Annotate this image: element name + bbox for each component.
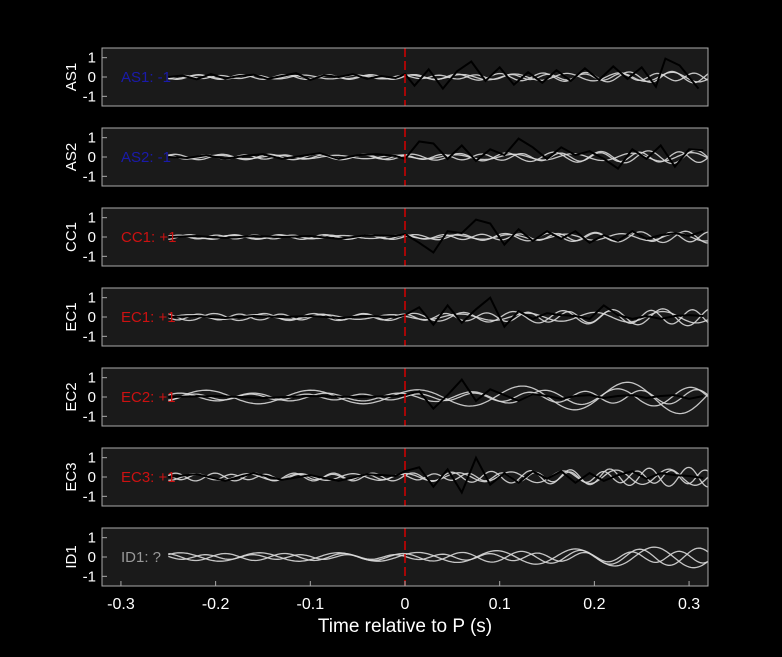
y-tick-label: 0 bbox=[88, 149, 96, 166]
member-trace bbox=[168, 550, 708, 564]
y-tick-label: 1 bbox=[88, 50, 96, 67]
template-trace bbox=[168, 218, 704, 254]
y-tick-label: 0 bbox=[88, 69, 96, 86]
polarity-annotation: CC1: +1 bbox=[121, 229, 176, 246]
panel-plot-area bbox=[168, 128, 708, 186]
y-tick-label: -1 bbox=[83, 168, 96, 185]
x-tick-label: -0.2 bbox=[202, 596, 230, 613]
station-label: ID1 bbox=[63, 545, 80, 568]
y-tick-label: 0 bbox=[88, 389, 96, 406]
member-trace bbox=[168, 469, 708, 485]
member-trace bbox=[168, 388, 708, 405]
template-trace bbox=[168, 296, 704, 329]
polarity-annotation: AS1: -1 bbox=[121, 69, 171, 86]
y-tick-label: 1 bbox=[88, 530, 96, 547]
station-label: AS2 bbox=[63, 143, 80, 171]
y-tick-label: 0 bbox=[88, 309, 96, 326]
y-tick-label: 1 bbox=[88, 290, 96, 307]
y-tick-label: 1 bbox=[88, 450, 96, 467]
x-tick-label: 0.1 bbox=[489, 596, 511, 613]
y-tick-label: 0 bbox=[88, 469, 96, 486]
x-tick-label: 0 bbox=[401, 596, 410, 613]
station-label: EC3 bbox=[63, 462, 80, 491]
panel-plot-area bbox=[168, 528, 708, 586]
panel-plot-area bbox=[167, 448, 708, 506]
x-tick-label: 0.2 bbox=[583, 596, 605, 613]
y-tick-label: 0 bbox=[88, 229, 96, 246]
member-trace bbox=[168, 381, 708, 415]
x-tick-label: -0.3 bbox=[107, 596, 135, 613]
panel-plot-area bbox=[168, 368, 708, 426]
member-trace bbox=[168, 232, 708, 242]
polarity-annotation: EC2: +1 bbox=[121, 389, 176, 406]
member-trace bbox=[168, 546, 708, 569]
y-tick-label: -1 bbox=[83, 328, 96, 345]
template-trace bbox=[168, 57, 700, 91]
polarity-annotation: AS2: -1 bbox=[121, 149, 171, 166]
polarity-annotation: EC3: +1 bbox=[121, 469, 176, 486]
y-tick-label: -1 bbox=[83, 488, 96, 505]
member-trace bbox=[168, 386, 708, 407]
member-trace bbox=[168, 547, 708, 566]
panel-plot-area bbox=[168, 48, 708, 106]
station-label: EC2 bbox=[63, 382, 80, 411]
station-label: AS1 bbox=[63, 63, 80, 91]
panel-plot-area bbox=[168, 288, 708, 346]
station-label: EC1 bbox=[63, 302, 80, 331]
station-label: CC1 bbox=[63, 222, 80, 252]
x-tick-label: -0.1 bbox=[297, 596, 325, 613]
y-tick-label: 1 bbox=[88, 210, 96, 227]
polarity-annotation: EC1: +1 bbox=[121, 309, 176, 326]
x-axis-label: Time relative to P (s) bbox=[318, 616, 492, 637]
member-trace bbox=[168, 151, 708, 162]
polarity-annotation: ID1: ? bbox=[121, 549, 161, 566]
y-tick-label: -1 bbox=[83, 248, 96, 265]
x-tick-label: 0.3 bbox=[678, 596, 700, 613]
panel-plot-area bbox=[168, 208, 708, 266]
template-trace bbox=[168, 377, 704, 411]
y-tick-label: -1 bbox=[83, 88, 96, 105]
y-tick-label: 1 bbox=[88, 130, 96, 147]
template-trace bbox=[168, 455, 704, 495]
y-tick-label: -1 bbox=[83, 568, 96, 585]
y-tick-label: -1 bbox=[83, 408, 96, 425]
y-tick-label: 1 bbox=[88, 370, 96, 387]
y-tick-label: 0 bbox=[88, 549, 96, 566]
template-trace bbox=[168, 137, 704, 170]
x-axis: -0.3 -0.2 -0.1 0 0.1 0.2 0.3 bbox=[107, 581, 700, 613]
